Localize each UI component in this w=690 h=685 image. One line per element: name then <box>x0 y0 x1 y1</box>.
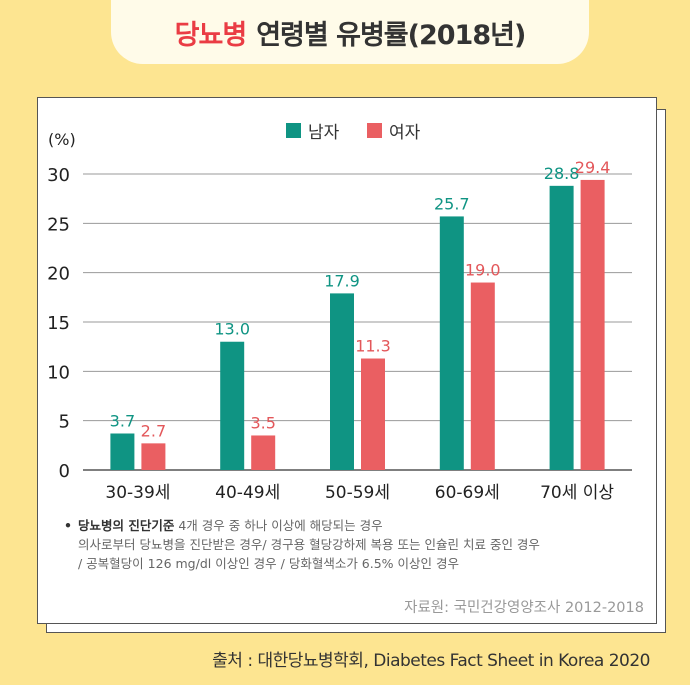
legend-swatch <box>286 123 301 138</box>
note-bullet: • <box>64 518 72 533</box>
y-tick-label: 15 <box>47 313 70 334</box>
y-tick-label: 5 <box>59 412 70 433</box>
data-label: 17.9 <box>324 271 360 290</box>
data-label: 3.5 <box>250 413 275 432</box>
note-line-3: / 공복혈당이 126 mg/dl 이상인 경우 / 당화혈색소가 6.5% 이… <box>78 556 460 571</box>
data-label: 28.8 <box>544 164 580 183</box>
bar <box>470 282 495 470</box>
y-tick-label: 25 <box>47 214 70 235</box>
legend-label: 남자 <box>308 123 340 143</box>
x-tick-label: 70세 이상 <box>540 483 614 503</box>
y-axis-label: (%) <box>48 130 76 149</box>
data-label: 2.7 <box>141 421 166 440</box>
bar <box>251 435 276 470</box>
title-banner: 당뇨병 연령별 유병률(2018년) <box>111 0 589 64</box>
title-accent: 당뇨병 <box>174 19 248 51</box>
note-line-1: 4개 경우 중 하나 이상에 해당되는 경우 <box>178 518 383 533</box>
note-heading: 당뇨병의 진단기준 <box>78 518 175 533</box>
note-line-2: 의사로부터 당뇨병을 진단받은 경우/ 경구용 혈당강하제 복용 또는 인슐린 … <box>78 537 540 552</box>
x-tick-label: 50-59세 <box>325 483 390 503</box>
y-tick-label: 30 <box>47 165 70 186</box>
bar <box>141 443 166 470</box>
bar <box>330 293 354 470</box>
y-tick-label: 10 <box>47 362 70 383</box>
bar <box>549 185 574 470</box>
x-tick-label: 60-69세 <box>435 483 500 503</box>
y-tick-label: 20 <box>47 264 70 285</box>
title-text: 연령별 유병률(2018년) <box>256 19 526 51</box>
data-label: 13.0 <box>214 320 250 339</box>
diagnosis-notes: • 당뇨병의 진단기준 4개 경우 중 하나 이상에 해당되는 경우 의사로부터 당… <box>64 516 644 573</box>
data-source: 자료원: 국민건강영양조사 2012-2018 <box>404 600 644 616</box>
bar <box>439 216 464 470</box>
legend-label: 여자 <box>389 123 421 143</box>
data-label: 25.7 <box>434 194 470 213</box>
footer-citation: 출처 : 대한당뇨병학회, Diabetes Fact Sheet in Kor… <box>212 651 650 671</box>
data-label: 19.0 <box>465 261 501 280</box>
data-label: 11.3 <box>355 337 391 356</box>
x-tick-label: 40-49세 <box>215 483 280 503</box>
data-label: 3.7 <box>110 411 135 430</box>
x-tick-label: 30-39세 <box>105 483 170 503</box>
bar <box>110 433 135 470</box>
bar <box>361 358 385 470</box>
data-label: 29.4 <box>575 158 611 177</box>
legend-swatch <box>367 123 382 138</box>
bar <box>220 341 245 470</box>
bar-chart: 0 5 10 15 20 25 30 (%) 남자 여자 3.7 2.7 30-39세 13.0 3.5 40… <box>47 123 632 503</box>
y-tick-label: 0 <box>59 461 70 482</box>
bar <box>580 179 605 471</box>
